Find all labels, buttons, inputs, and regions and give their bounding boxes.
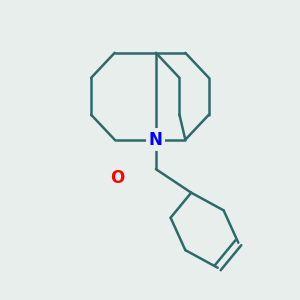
Text: N: N xyxy=(149,131,163,149)
Text: O: O xyxy=(110,169,125,187)
